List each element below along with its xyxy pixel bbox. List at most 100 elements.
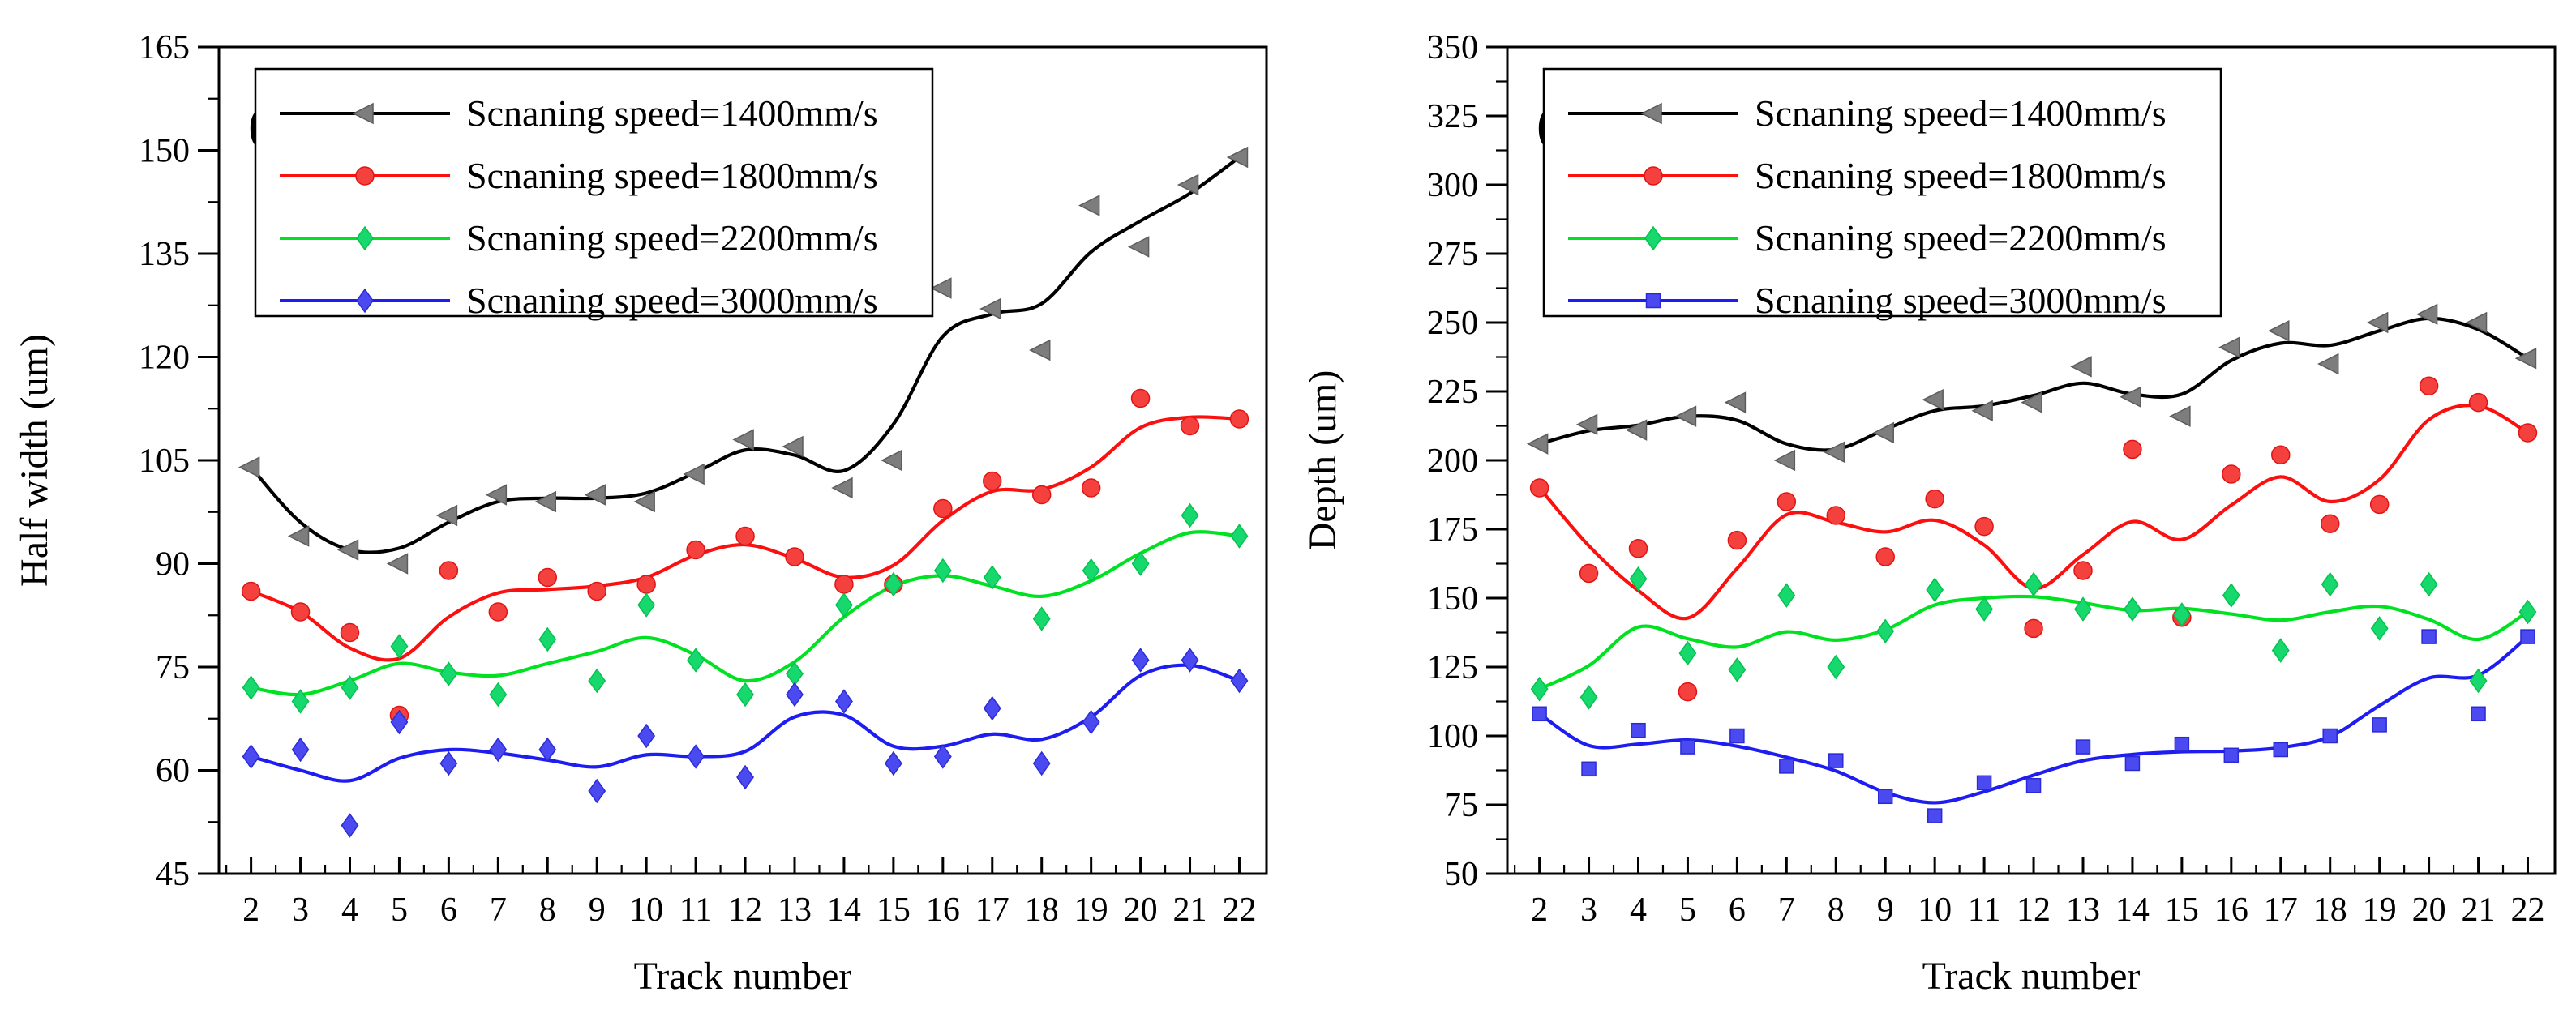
x-tick-label: 10 — [629, 891, 663, 929]
square-marker-icon — [1779, 759, 1794, 774]
x-tick-label: 15 — [877, 891, 911, 929]
triangle-left-marker-icon — [386, 553, 409, 575]
square-marker-icon — [2520, 629, 2535, 644]
data-point-1400 — [2366, 311, 2389, 334]
data-point-1800 — [1529, 478, 1549, 498]
y-tick-label: 45 — [156, 856, 190, 893]
diamond-marker-icon — [341, 675, 359, 700]
triangle-left-marker-icon — [1575, 413, 1598, 436]
diamond-marker-icon — [983, 695, 1001, 721]
data-point-2200 — [933, 558, 952, 584]
triangle-left-marker-icon — [1674, 405, 1697, 427]
series-points-3000 — [242, 648, 1249, 838]
data-point-1400 — [2021, 391, 2042, 413]
circle-marker-icon — [686, 540, 705, 560]
legend-marker-icon — [355, 166, 375, 186]
diamond-marker-icon — [538, 626, 557, 652]
legend-row: Scnaning speed=3000mm/s — [280, 280, 878, 321]
diamond-marker-icon — [933, 744, 952, 769]
diamond-marker-icon — [489, 682, 508, 708]
data-point-2200 — [2469, 668, 2488, 694]
legend-label: Scnaning speed=3000mm/s — [1755, 280, 2167, 321]
data-point-2200 — [2271, 638, 2290, 663]
x-tick-label: 18 — [2313, 891, 2347, 929]
data-point-2200 — [439, 661, 458, 686]
y-tick-label: 200 — [1427, 443, 1478, 480]
legend-marker-icon — [356, 225, 374, 251]
diamond-marker-icon — [291, 689, 310, 714]
data-point-2200 — [1131, 551, 1150, 576]
circle-marker-icon — [241, 581, 261, 601]
data-point-3000 — [2025, 777, 2042, 793]
circle-marker-icon — [2468, 392, 2488, 413]
circle-marker-icon — [290, 602, 311, 622]
data-point-2200 — [1181, 502, 1199, 528]
legend-label: Scnaning speed=2200mm/s — [1755, 217, 2167, 259]
data-point-3000 — [687, 744, 705, 769]
data-point-1800 — [2123, 439, 2142, 460]
square-marker-icon — [2421, 629, 2437, 644]
diamond-marker-icon — [786, 682, 804, 708]
circle-marker-icon — [2073, 561, 2093, 580]
data-point-1400 — [1029, 339, 1051, 361]
data-point-1800 — [686, 540, 705, 560]
data-point-3000 — [2471, 706, 2486, 722]
triangle-left-marker-icon — [534, 490, 557, 513]
square-marker-icon — [2075, 739, 2091, 755]
y-axis-title: Half width (um) — [13, 334, 56, 587]
data-point-3000 — [1631, 722, 1646, 738]
square-marker-icon — [1976, 775, 1992, 791]
y-axis-ticks: 45 60 75 90 105 120 135 150 165 — [139, 29, 219, 893]
triangle-left-marker-icon — [1226, 146, 1249, 169]
circle-marker-icon — [1130, 388, 1151, 408]
data-point-1800 — [2222, 464, 2241, 484]
data-point-1400 — [1971, 400, 1993, 422]
diamond-marker-icon — [2321, 571, 2339, 597]
diamond-marker-icon — [687, 744, 705, 769]
y-tick-label: 50 — [1444, 856, 1478, 893]
square-marker-icon — [2471, 706, 2486, 722]
diamond-marker-icon — [2420, 571, 2438, 597]
data-point-1400 — [435, 504, 458, 527]
data-point-1400 — [683, 463, 705, 485]
data-point-1400 — [2415, 303, 2438, 326]
data-point-3000 — [1729, 728, 1745, 744]
data-point-1400 — [930, 277, 952, 299]
y-tick-label: 350 — [1427, 29, 1478, 66]
data-point-1800 — [2073, 561, 2093, 580]
chart-depth: 2 3 4 5 6 7 8 9 10 11 12 13 14 15 16 17 18 19 20 21 22 50 75 10… — [1301, 29, 2557, 998]
y-tick-label: 125 — [1427, 649, 1478, 686]
diamond-marker-icon — [341, 813, 359, 838]
data-point-2200 — [291, 689, 310, 714]
data-point-3000 — [2372, 717, 2387, 733]
circle-marker-icon — [2320, 514, 2340, 533]
data-point-1400 — [1872, 421, 1894, 444]
diamond-marker-icon — [2172, 602, 2191, 627]
triangle-left-marker-icon — [1127, 236, 1150, 258]
data-point-2200 — [1728, 657, 1747, 682]
triangle-left-marker-icon — [1971, 400, 1993, 422]
diamond-marker-icon — [736, 764, 754, 790]
data-point-2200 — [2025, 571, 2042, 597]
legend: Scnaning speed=1400mm/s Scnaning speed=18… — [1542, 67, 2222, 321]
x-tick-label: 4 — [1630, 891, 1647, 929]
triangle-left-marker-icon — [683, 463, 705, 485]
y-tick-label: 300 — [1427, 167, 1478, 204]
triangle-left-marker-icon — [2169, 405, 2191, 427]
diamond-marker-icon — [356, 288, 374, 314]
x-tick-label: 22 — [1222, 891, 1256, 929]
data-point-2200 — [1579, 685, 1598, 710]
diamond-marker-icon — [933, 558, 952, 584]
legend-marker-icon — [356, 288, 374, 314]
data-point-2200 — [2074, 596, 2092, 622]
data-point-1400 — [1922, 388, 1944, 411]
data-point-1800 — [1875, 547, 1895, 566]
data-point-3000 — [786, 682, 804, 708]
series-curve-1400 — [249, 155, 1241, 554]
circle-marker-icon — [983, 471, 1002, 491]
triangle-left-marker-icon — [584, 484, 606, 506]
legend-row: Scnaning speed=1400mm/s — [1568, 92, 2167, 134]
data-point-3000 — [637, 723, 656, 749]
triangle-left-marker-icon — [1078, 195, 1100, 216]
